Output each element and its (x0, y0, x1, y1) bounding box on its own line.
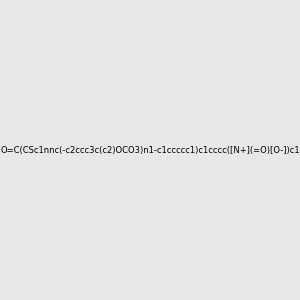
Text: O=C(CSc1nnc(-c2ccc3c(c2)OCO3)n1-c1ccccc1)c1cccc([N+](=O)[O-])c1: O=C(CSc1nnc(-c2ccc3c(c2)OCO3)n1-c1ccccc1… (0, 146, 300, 154)
